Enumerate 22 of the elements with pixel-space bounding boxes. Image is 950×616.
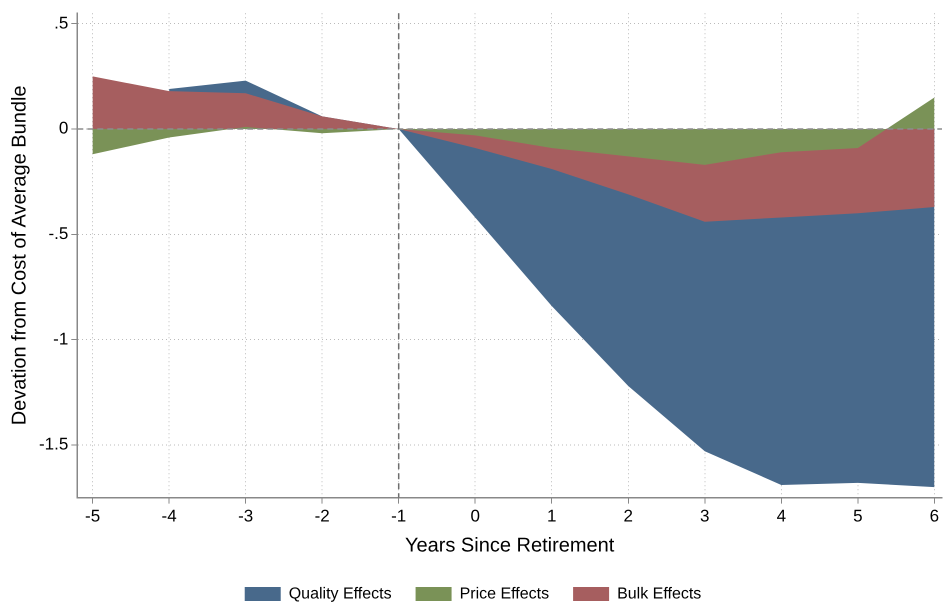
- y-tick-label: -.5: [48, 224, 68, 244]
- y-axis-title: Devation from Cost of Average Bundle: [8, 85, 31, 426]
- x-tick-label: 2: [624, 506, 633, 526]
- y-tick-label: 0: [58, 118, 68, 138]
- x-tick-label: 4: [776, 506, 786, 526]
- legend-label: Quality Effects: [288, 585, 392, 602]
- x-tick-label: -5: [85, 506, 100, 526]
- x-tick-label: -2: [314, 506, 330, 526]
- legend-label: Price Effects: [460, 585, 550, 602]
- x-tick-label: -4: [162, 506, 177, 526]
- x-tick-label: 0: [470, 506, 480, 526]
- x-tick-label: -3: [238, 506, 254, 526]
- legend-label: Bulk Effects: [617, 585, 702, 602]
- y-tick-label: .5: [54, 13, 68, 32]
- y-tick-label: -1.5: [38, 434, 68, 454]
- x-axis-title: Years Since Retirement: [404, 534, 615, 557]
- y-tick-label: -1: [53, 329, 68, 348]
- x-tick-label: 5: [853, 506, 863, 526]
- x-tick-label: 1: [547, 506, 556, 526]
- x-tick-label: 6: [930, 506, 940, 526]
- x-tick-label: 3: [700, 506, 710, 526]
- x-tick-label: -1: [391, 506, 406, 526]
